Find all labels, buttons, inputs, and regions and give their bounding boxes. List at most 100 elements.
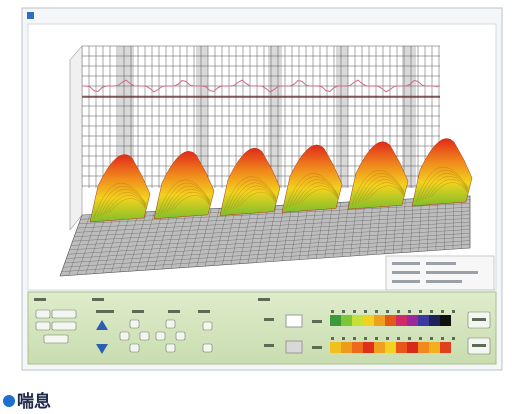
scale-tick [397,310,400,313]
floor-grid [230,207,244,265]
floor-grid [273,205,285,262]
hump-ridge [223,176,277,212]
waterfall-hump [347,141,409,210]
hump-ridge [354,173,405,205]
hump-ridge [157,179,211,215]
arrow-down[interactable] [96,344,108,354]
color-scale [440,342,451,353]
button[interactable] [35,309,51,319]
hump-ridge [300,188,339,204]
floor-grid [187,209,204,268]
swatch [285,314,303,328]
color-scale [429,315,440,326]
floor-grid [153,210,172,270]
button[interactable] [119,331,130,341]
floor-grid [350,201,358,257]
wall-trace [81,79,439,93]
hump-ridge [226,179,277,211]
button[interactable] [51,321,77,331]
color-scale [407,342,418,353]
scale-tick [452,337,455,340]
color-scale [385,315,396,326]
floor-grid [59,214,83,277]
button[interactable] [165,343,176,353]
floor-grid [392,199,398,254]
floor-grid [239,206,252,264]
waterfall-hump [411,138,473,207]
waterfall-hump [153,151,215,220]
arrow-up[interactable] [96,320,108,330]
label-text [264,318,274,321]
floor-grid [111,212,131,273]
floor-grid [316,203,325,259]
color-scale [418,342,429,353]
bullet [3,395,15,407]
hump-ridge [363,182,405,202]
floor-grid [213,207,228,266]
hump-ridge [160,182,211,214]
controls [34,298,491,355]
waterfall-plot [59,45,473,277]
label-text [198,310,210,313]
floor-grid [452,196,455,250]
label-text [472,344,486,347]
scale-tick [419,310,422,313]
scale-tick [331,310,334,313]
label-text [258,298,270,301]
floor-grid [307,203,317,260]
floor-grid [102,212,123,274]
hump-ridge [105,195,147,215]
side-wall [69,45,83,231]
floor-grid [341,201,349,257]
label-text [312,320,322,323]
wall-shade [268,46,282,188]
color-scale [374,342,385,353]
button[interactable] [165,319,176,329]
floor-grid [68,214,91,276]
wall-shade [118,46,134,188]
floor-grid [427,197,430,251]
hump-ridge [172,195,211,210]
hump-ridge [108,198,147,214]
scale-tick [364,337,367,340]
floor-grid [444,197,446,250]
waterfall-hump [281,144,343,213]
color-scale [440,315,451,326]
color-scale [330,342,341,353]
scale-tick [364,310,367,313]
color-scale [352,315,363,326]
label-text [92,298,104,301]
window-icon [27,12,34,19]
button[interactable] [155,331,166,341]
button[interactable] [129,319,140,329]
button[interactable] [202,321,213,331]
button[interactable] [43,334,69,344]
hump-ridge [285,173,339,209]
scale-tick [342,337,345,340]
scale-tick [452,310,455,313]
color-scale [407,315,418,326]
hump-ridge [169,192,211,211]
waterfall-hump [219,147,281,216]
color-scale [396,342,407,353]
color-scale [374,315,385,326]
floor-grid [410,198,414,253]
button[interactable] [35,321,51,331]
scale-tick [375,310,378,313]
button[interactable] [51,309,77,319]
scale-tick [441,310,444,313]
swatch [285,340,303,354]
wall-shade [336,46,348,188]
button[interactable] [175,331,186,341]
hump-ridge [415,167,469,203]
floor-grid [128,211,147,272]
button[interactable] [139,331,150,341]
scale-tick [430,337,433,340]
floor-grid [119,212,139,272]
button[interactable] [202,343,213,353]
scale-tick [353,337,356,340]
hump-ridge [430,182,469,198]
hump-ridge [235,188,277,208]
label-text [132,310,144,313]
button[interactable] [129,343,140,353]
